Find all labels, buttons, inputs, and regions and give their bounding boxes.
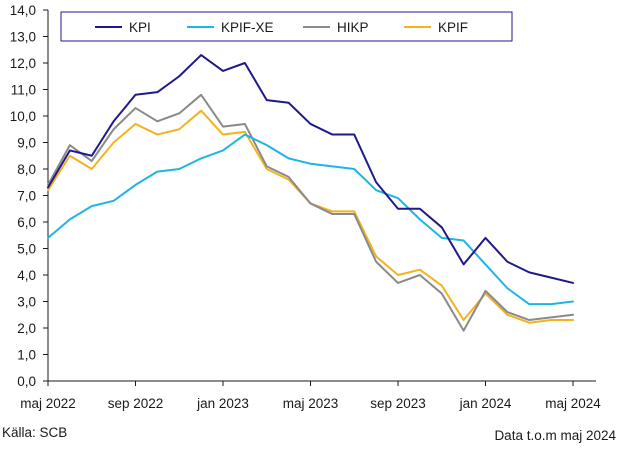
- x-tick-label: sep 2023: [370, 396, 426, 411]
- y-tick-label: 7,0: [17, 189, 36, 204]
- x-tick-label: maj 2022: [20, 396, 76, 411]
- y-tick-label: 4,0: [17, 268, 36, 283]
- y-tick-label: 12,0: [10, 56, 36, 71]
- legend-label-hikp: HIKP: [337, 20, 369, 35]
- x-tick-label: sep 2022: [108, 396, 164, 411]
- y-axis: 0,0 1,0 2,0 3,0 4,0 5,0 6,0 7,0 8,0 9,0 10,0 11,0 12…: [10, 3, 49, 389]
- legend-label-kpif-xe: KPIF-XE: [221, 20, 274, 35]
- x-axis: maj 2022 sep 2022 jan 2023 maj 2023 sep 2023…: [20, 380, 601, 411]
- x-tick-label: jan 2023: [196, 396, 249, 411]
- y-tick-label: 14,0: [10, 3, 36, 18]
- legend-label-kpi: KPI: [129, 20, 151, 35]
- legend-label-kpif: KPIF: [438, 20, 468, 35]
- series-line-kpif: [47, 109, 574, 324]
- y-tick-label: 6,0: [17, 215, 36, 230]
- y-tick-label: 1,0: [17, 348, 36, 363]
- data-note: Data t.o.m maj 2024: [494, 428, 616, 443]
- y-tick-label: 10,0: [10, 109, 36, 124]
- source-note: Källa: SCB: [2, 425, 68, 440]
- series-line-kpi: [47, 54, 574, 284]
- x-tick-label: maj 2023: [283, 396, 339, 411]
- y-tick-label: 9,0: [17, 136, 36, 151]
- x-tick-label: jan 2024: [459, 396, 512, 411]
- series-layer: [47, 54, 574, 332]
- x-tick-label: maj 2024: [545, 396, 601, 411]
- y-tick-label: 8,0: [17, 162, 36, 177]
- legend: KPI KPIF-XE HIKP KPIF: [60, 11, 513, 42]
- y-tick-label: 3,0: [17, 295, 36, 310]
- y-tick-label: 13,0: [10, 30, 36, 45]
- series-line-hikp: [47, 93, 574, 332]
- y-tick-label: 0,0: [17, 374, 36, 389]
- y-tick-label: 11,0: [11, 83, 36, 98]
- y-tick-label: 5,0: [17, 242, 36, 257]
- series-line-kpif-xe: [47, 133, 574, 306]
- y-tick-label: 2,0: [17, 321, 36, 336]
- legend-box: [60, 11, 513, 42]
